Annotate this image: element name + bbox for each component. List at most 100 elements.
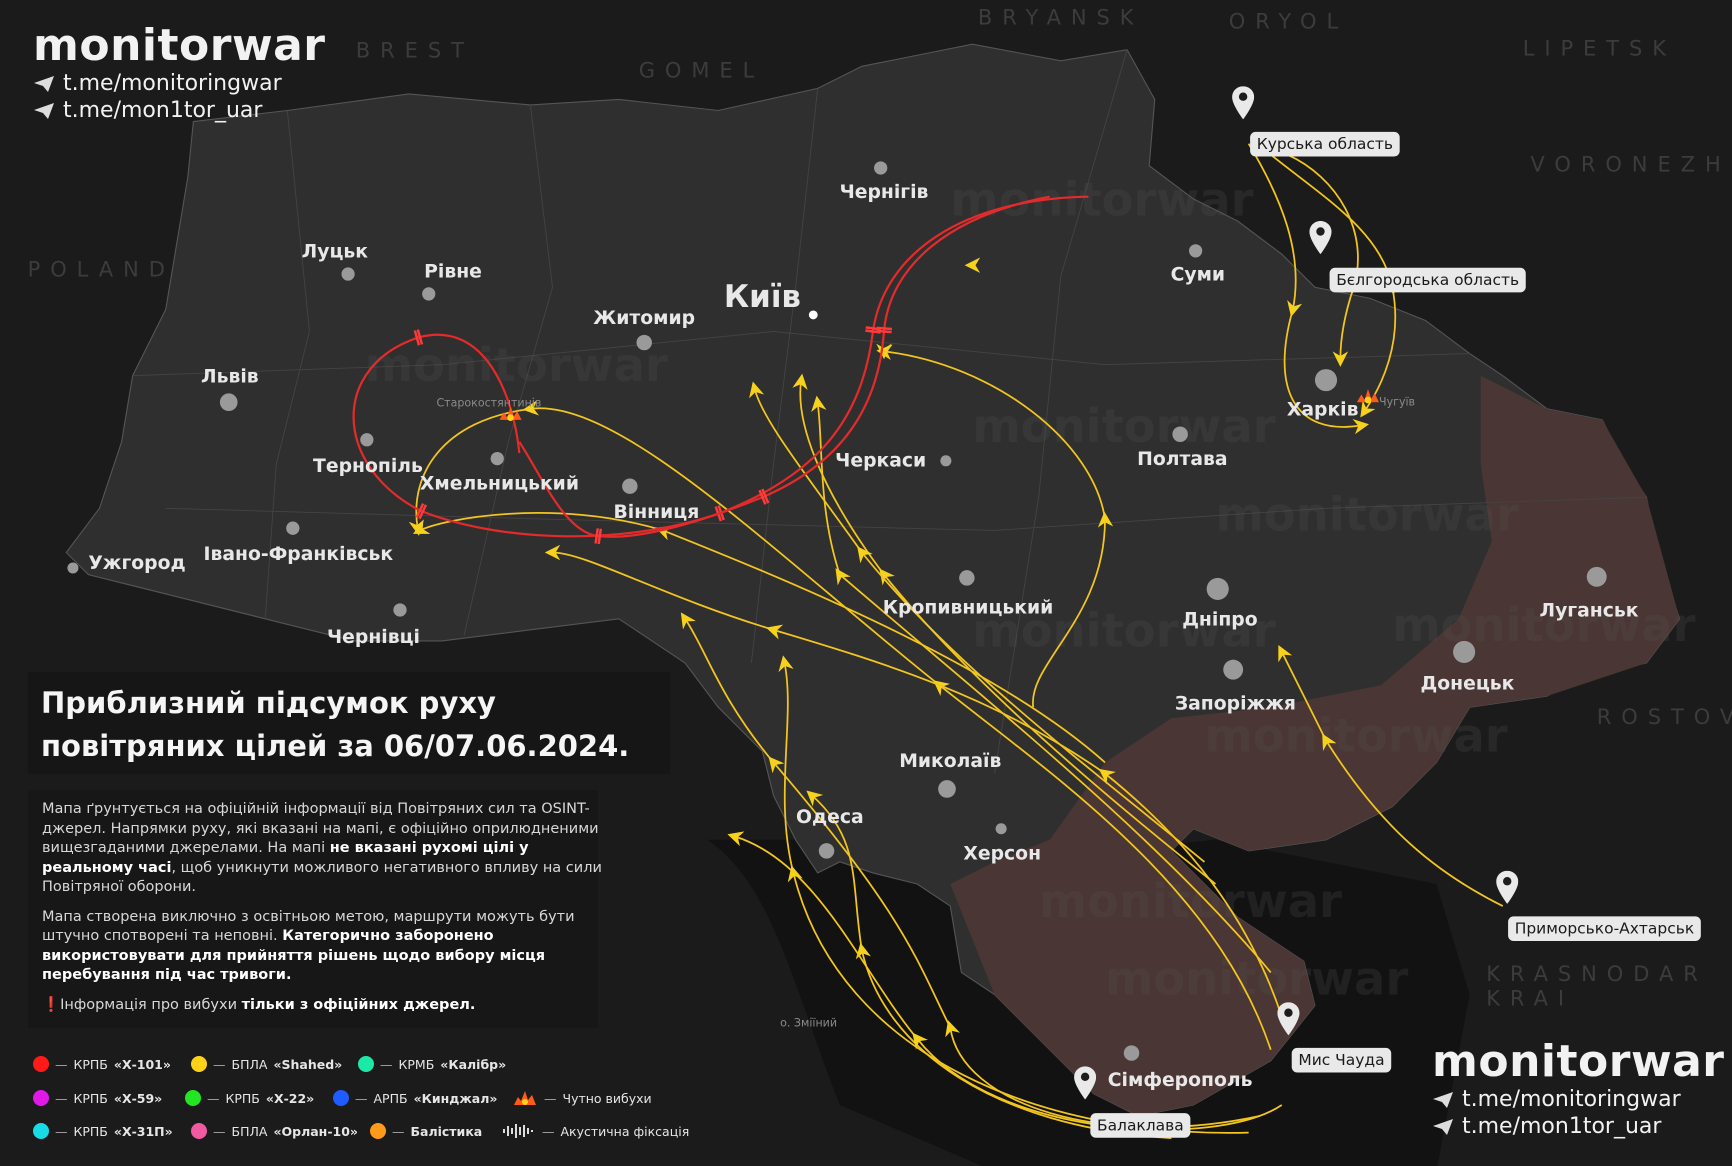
legend-dot (33, 1090, 49, 1106)
city-label: Харків (1287, 399, 1359, 420)
legend-dot (358, 1056, 374, 1072)
telegram-link-text: t.me/mon1tor_uar (63, 98, 263, 123)
watermark: monitorwar (972, 399, 1275, 453)
disclaimer-paragraph: Мапа ґрунтується на офіційній інформації… (42, 800, 602, 898)
page-title: Приблизний підсумок руху повітряних ціле… (41, 682, 629, 768)
watermark: monitorwar (1039, 874, 1342, 928)
telegram-link[interactable]: t.me/monitoringwar (1432, 1086, 1724, 1113)
legend-label: «Х-22» (265, 1090, 315, 1106)
watermark: monitorwar (1105, 952, 1408, 1006)
pin-labels: Курська область Бєлгородська область При… (1090, 131, 1701, 1138)
telegram-icon (34, 102, 54, 119)
watermark: monitorwar (1216, 487, 1519, 541)
legend-dot (191, 1123, 207, 1139)
shahed-route (680, 612, 1260, 1128)
legend-dot (33, 1123, 49, 1139)
legend-prefix: БПЛА (231, 1123, 268, 1139)
legend-label: «Х-31П» (113, 1123, 173, 1139)
legend-prefix: КРМБ (398, 1056, 435, 1072)
explosion-icon (1356, 388, 1380, 404)
legend-prefix: КРПБ (73, 1123, 108, 1139)
telegram-link[interactable]: t.me/mon1tor_uar (1432, 1113, 1724, 1140)
city-label: Тернопіль (313, 456, 423, 477)
title-panel (28, 672, 670, 774)
legend-label: «Shahed» (273, 1056, 343, 1072)
legend-item-kalibr: — КРМБ «Калібр» (358, 1056, 506, 1072)
city-label: Полтава (1137, 449, 1227, 470)
pin-label-primorsko: Приморсько-Ахтарськ (1508, 916, 1701, 942)
legend-label: «Х-59» (113, 1090, 163, 1106)
legend-item-ballistic: — Балістика (370, 1123, 482, 1139)
text-bold: тільки з офіційних джерел. (241, 996, 476, 1013)
city-markers (67, 161, 1607, 1061)
telegram-icon (1433, 1118, 1453, 1135)
legend-prefix: БПЛА (231, 1056, 268, 1072)
city-label: Одеса (796, 807, 864, 828)
watermark: monitorwar (365, 338, 668, 392)
watermark: monitorwar (1204, 708, 1507, 762)
shahed-route (1278, 645, 1504, 907)
explosion-icon (514, 1091, 536, 1105)
legend-item-x31p: — КРПБ «Х-31П» (33, 1123, 173, 1139)
disclaimer-paragraph: Мапа створена виключно з освітньою метою… (42, 908, 602, 986)
city-label: Чернівці (327, 627, 420, 648)
disclaimer-paragraph: ❗Інформація про вибухи тільки з офіційни… (42, 996, 602, 1016)
pin-label-belgorod: Бєлгородська область (1329, 267, 1526, 293)
legend-dot (370, 1123, 386, 1139)
legend-item-orlan: — БПЛА «Орлан-10» (191, 1123, 358, 1139)
legend-label: Чутно вибухи (562, 1090, 652, 1106)
small-labels: Старокостянтинів Чугуїв о. Зміїний (436, 396, 1415, 1030)
legend-item-x101: — КРПБ «Х-101» (33, 1056, 171, 1072)
legend-label: «Кинджал» (413, 1090, 498, 1106)
region-labels: BREST GOMEL BRYANSK ORYOL LIPETSK VORONE… (28, 5, 1732, 1010)
legend-label: Балістика (410, 1123, 483, 1139)
legend-item-x59: — КРПБ «Х-59» (33, 1090, 162, 1106)
city-label: Ужгород (88, 553, 185, 574)
city-label: Донецьк (1421, 674, 1515, 695)
city-label: Чернігів (840, 182, 929, 203)
city-label: Запоріжжя (1175, 693, 1296, 714)
legend-label: «Калібр» (440, 1056, 507, 1072)
city-label: Миколаїв (899, 751, 1001, 772)
text: Мапа створена виключно з освітньою метою… (42, 908, 575, 945)
legend-prefix: КРПБ (73, 1090, 108, 1106)
legend-prefix: КРПБ (73, 1056, 108, 1072)
legend-label: «Х-101» (113, 1056, 171, 1072)
telegram-link-text: t.me/monitoringwar (1462, 1087, 1681, 1112)
region-label: GOMEL (639, 58, 765, 82)
pin-label-text: Бєлгородська область (1336, 271, 1519, 289)
text: Мапа ґрунтується на офіційній інформації… (42, 801, 599, 856)
small-label: о. Зміїний (780, 1017, 837, 1030)
soundwave-icon (503, 1124, 533, 1138)
x101-route (352, 195, 1089, 538)
x101-route (518, 195, 1050, 545)
region-label: KRASNODAR (1486, 962, 1708, 986)
telegram-link-text: t.me/monitoringwar (63, 71, 282, 96)
legend-dot (191, 1056, 207, 1072)
branding-top: monitorwar t.me/monitoringwar t.me/mon1t… (33, 22, 325, 124)
pin-label-text: Курська область (1257, 135, 1393, 153)
small-label: Чугуїв (1379, 396, 1415, 409)
legend-prefix: АРПБ (373, 1090, 408, 1106)
legend-item-x22: — КРПБ «Х-22» (185, 1090, 314, 1106)
city-label: Хмельницький (420, 474, 579, 495)
legend-dot (33, 1056, 49, 1072)
legend-label: «Орлан-10» (273, 1123, 358, 1139)
city-label: Житомир (593, 308, 695, 329)
city-label: Вінниця (613, 502, 699, 523)
x101-routes (352, 195, 1089, 545)
telegram-link[interactable]: t.me/monitoringwar (33, 70, 325, 97)
info-panel (28, 790, 598, 1028)
telegram-link[interactable]: t.me/mon1tor_uar (33, 97, 325, 124)
telegram-link-text: t.me/mon1tor_uar (1462, 1114, 1662, 1139)
text: , щоб уникнути можливого негативного впл… (42, 859, 602, 896)
region-label: ROSTOV (1597, 705, 1732, 729)
city-label: Сімферополь (1108, 1070, 1253, 1091)
pin-label-kursk: Курська область (1250, 131, 1400, 157)
legend-item-acoustic: — Акустична фіксація (502, 1123, 689, 1139)
text-bold: не вказані рухомі цілі у реальному часі (42, 840, 529, 876)
region-label: VORONEZH (1530, 152, 1730, 176)
pin-label-chauda: Мис Чауда (1291, 1047, 1392, 1073)
branding-bottom: monitorwar t.me/monitoringwar t.me/mon1t… (1432, 1038, 1724, 1140)
legend-dot (333, 1090, 349, 1106)
